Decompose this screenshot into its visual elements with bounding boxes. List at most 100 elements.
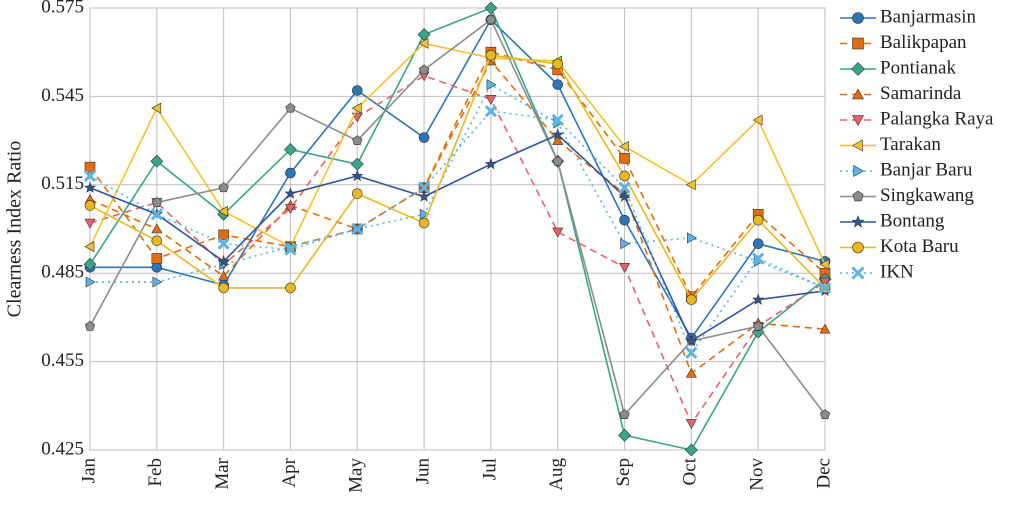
y-tick-label: 0.545 (41, 85, 84, 106)
data-point (418, 181, 431, 194)
data-point (686, 294, 697, 306)
legend-marker (852, 241, 864, 254)
data-point (218, 282, 229, 294)
x-tick-label: Mar (212, 457, 233, 489)
series-line (89, 59, 826, 375)
data-point (83, 181, 97, 193)
data-point (486, 79, 497, 91)
series-kota-baru (84, 49, 831, 306)
x-tick-label: Jun (412, 458, 433, 485)
x-tick-label: Aug (546, 458, 567, 491)
data-point (351, 102, 362, 114)
data-point (352, 135, 363, 145)
data-point (618, 181, 631, 194)
legend-item: Kota Baru (840, 236, 959, 257)
data-point (620, 238, 631, 250)
data-point (685, 334, 698, 347)
legend-marker (851, 62, 865, 76)
legend-marker (851, 215, 865, 228)
data-point (418, 190, 431, 202)
data-point (284, 143, 297, 156)
legend-item: Pontianak (840, 57, 956, 78)
series-line (89, 18, 826, 417)
series-tarakan (84, 37, 830, 270)
series-line (90, 18, 826, 340)
legend-marker (851, 139, 863, 152)
x-tick-label: Feb (145, 458, 166, 487)
data-point (552, 79, 564, 90)
series-line (89, 6, 826, 451)
data-point (84, 320, 96, 331)
data-point (151, 197, 162, 207)
legend-label: Tarakan (880, 134, 941, 155)
data-point (85, 276, 96, 288)
data-point (685, 419, 697, 430)
series-line (89, 54, 826, 302)
data-point (285, 102, 296, 113)
x-tick-label: Jan (78, 458, 99, 484)
data-point (150, 154, 164, 168)
legend-label: Singkawang (880, 185, 974, 206)
y-tick-label: 0.515 (41, 173, 84, 194)
data-point (150, 208, 163, 221)
data-point (619, 152, 630, 164)
legend-item: Tarakan (840, 134, 941, 155)
legend-marker (851, 266, 865, 280)
data-point (151, 262, 163, 273)
legend-marker (852, 190, 864, 202)
data-point (819, 258, 830, 270)
x-axis-ticks: Jan Feb Mar Apr May Jun Jul Aug Sep Oct Nov Dec (78, 457, 834, 493)
data-point (752, 238, 764, 250)
data-point (484, 105, 497, 118)
legend-marker (852, 37, 864, 50)
data-point (351, 85, 363, 96)
data-point (551, 113, 564, 127)
data-point (151, 223, 163, 234)
x-tick-label: Jul (479, 458, 500, 480)
legend-marker (853, 164, 865, 178)
data-point (619, 170, 630, 182)
data-point (84, 161, 96, 173)
data-point (285, 282, 296, 294)
series-line (89, 42, 826, 265)
data-point (552, 227, 564, 238)
data-point (84, 241, 95, 253)
data-point (752, 252, 765, 265)
data-point (819, 409, 831, 419)
legend-item: Banjarmasin (840, 6, 977, 27)
data-point (284, 243, 297, 256)
series-pontianak (83, 1, 832, 457)
legend-item: Palangka Raya (840, 108, 994, 129)
data-point (819, 277, 831, 288)
y-axis-title: Clearness Index Ratio (4, 141, 26, 318)
data-point (684, 443, 698, 457)
data-point (618, 428, 631, 442)
data-point (285, 167, 296, 179)
x-tick-label: Dec (813, 458, 834, 489)
data-point (418, 132, 430, 143)
data-point (418, 37, 429, 49)
data-point (551, 128, 564, 140)
data-point (84, 200, 96, 211)
legend-label: Pontianak (880, 57, 956, 78)
data-point (218, 270, 230, 281)
data-point (752, 214, 764, 226)
data-point (284, 204, 296, 214)
legend: Banjarmasin Balikpapan Pontianak Samarinda P… (840, 6, 994, 282)
legend-label: Samarinda (880, 83, 962, 104)
legend-marker (851, 115, 865, 127)
data-point (351, 169, 364, 182)
x-tick-label: Apr (279, 457, 300, 487)
data-point (418, 217, 430, 229)
data-point (83, 257, 97, 271)
data-point (418, 64, 430, 75)
data-point (151, 235, 163, 247)
x-tick-label: May (346, 458, 367, 493)
legend-label: Banjar Baru (880, 159, 973, 180)
data-point (218, 182, 229, 193)
legend-label: Balikpapan (880, 32, 967, 53)
data-point (685, 367, 697, 378)
data-point (752, 293, 765, 305)
y-axis-ticks: 0.425 0.455 0.485 0.515 0.545 0.575 (41, 0, 84, 459)
